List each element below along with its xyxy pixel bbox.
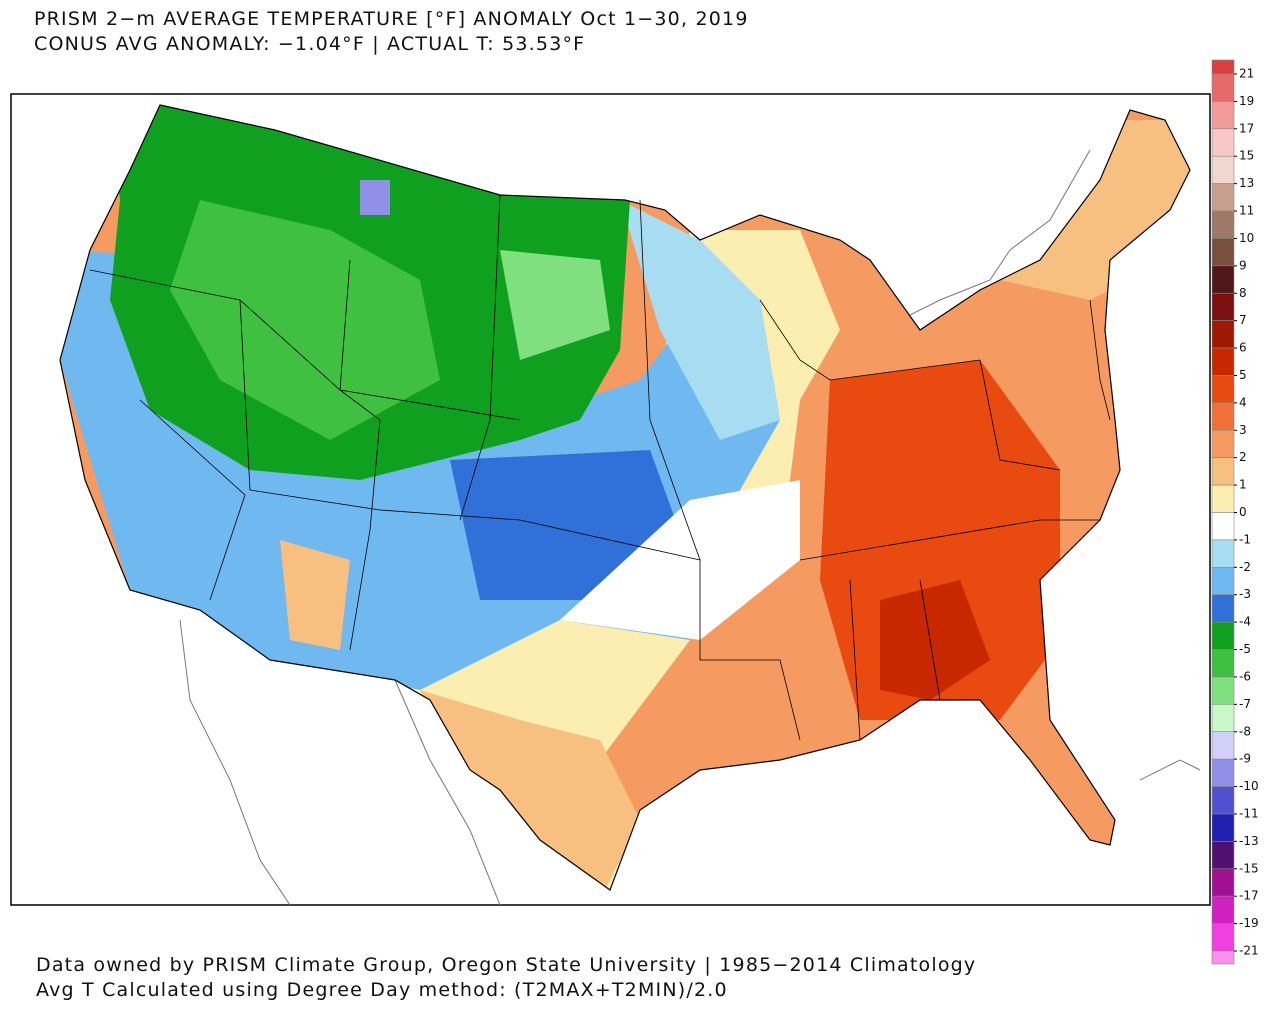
colorbar-box <box>1211 895 1235 924</box>
colorbar-label: 19 <box>1239 94 1254 108</box>
colorbar-box <box>1211 73 1235 102</box>
colorbar-box <box>1211 731 1235 760</box>
colorbar-box <box>1211 539 1235 568</box>
colorbar-box <box>1211 786 1235 815</box>
colorbar-label: -19 <box>1239 916 1259 930</box>
subtitle: CONUS AVG ANOMALY: −1.04°F | ACTUAL T: 5… <box>34 33 585 55</box>
colorbar-label: 1 <box>1239 478 1247 492</box>
colorbar-label: 0 <box>1239 505 1247 519</box>
colorbar-box <box>1211 101 1235 130</box>
colorbar-label: -8 <box>1239 724 1251 738</box>
colorbar-box <box>1211 183 1235 212</box>
colorbar-box <box>1211 210 1235 239</box>
colorbar-label: -7 <box>1239 697 1251 711</box>
colorbar-label: -21 <box>1239 944 1259 958</box>
colorbar-label: 15 <box>1239 149 1254 163</box>
colorbar-label: 3 <box>1239 423 1247 437</box>
colorbar-box <box>1211 704 1235 733</box>
colorbar-box <box>1211 128 1235 157</box>
colorbar-box <box>1211 567 1235 596</box>
colorbar-label: -5 <box>1239 642 1251 656</box>
colorbar-label: -9 <box>1239 752 1251 766</box>
colorbar-box <box>1211 923 1235 952</box>
colorbar-box <box>1211 512 1235 541</box>
colorbar-box <box>1211 238 1235 267</box>
neighbor-outlines <box>179 149 1201 906</box>
colorbar-box <box>1211 758 1235 787</box>
colorbar-box <box>1211 59 1235 75</box>
footer-line: Data owned by PRISM Climate Group, Orego… <box>36 954 976 976</box>
colorbar-label: -10 <box>1239 779 1259 793</box>
map <box>10 93 1211 906</box>
colorbar-label: 21 <box>1239 67 1254 81</box>
colorbar-box <box>1211 457 1235 486</box>
colorbar-label: -2 <box>1239 560 1251 574</box>
colorbar-box <box>1211 813 1235 842</box>
colorbar-label: -15 <box>1239 861 1259 875</box>
colorbar-label: 7 <box>1239 313 1247 327</box>
title: PRISM 2−m AVERAGE TEMPERATURE [°F] ANOMA… <box>34 8 749 30</box>
colorbar-label: 2 <box>1239 450 1247 464</box>
colorbar-label: 11 <box>1239 204 1254 218</box>
colorbar-box <box>1211 320 1235 349</box>
colorbar-box <box>1211 402 1235 431</box>
colorbar-box <box>1211 347 1235 376</box>
colorbar-box <box>1211 292 1235 321</box>
colorbar-label: 9 <box>1239 258 1247 272</box>
colorbar-label: 10 <box>1239 231 1254 245</box>
colorbar-label: -17 <box>1239 889 1259 903</box>
colorbar-box <box>1211 649 1235 678</box>
colorbar-label: -1 <box>1239 532 1251 546</box>
colorbar-box <box>1211 594 1235 623</box>
colorbar-label: 17 <box>1239 121 1254 135</box>
colorbar-label: -4 <box>1239 615 1251 629</box>
colorbar-box <box>1211 484 1235 513</box>
colorbar-box <box>1211 265 1235 294</box>
colorbar-label: -6 <box>1239 669 1251 683</box>
colorbar-label: 13 <box>1239 176 1254 190</box>
colorbar-box <box>1211 155 1235 184</box>
colorbar-box <box>1211 375 1235 404</box>
colorbar-label: -11 <box>1239 806 1259 820</box>
footer-line: Avg T Calculated using Degree Day method… <box>36 979 728 1001</box>
colorbar-box <box>1211 868 1235 897</box>
colorbar-box <box>1211 429 1235 458</box>
colorbar-box <box>1211 950 1235 965</box>
colorbar-box <box>1211 621 1235 650</box>
colorbar-label: 5 <box>1239 368 1247 382</box>
colorbar-label: 8 <box>1239 286 1247 300</box>
state-borders <box>89 194 1111 741</box>
colorbar-box <box>1211 676 1235 705</box>
colorbar-box <box>1211 841 1235 870</box>
colorbar-label: 6 <box>1239 341 1247 355</box>
colorbar-label: -3 <box>1239 587 1251 601</box>
colorbar-label: -13 <box>1239 834 1259 848</box>
colorbar-label: 4 <box>1239 395 1247 409</box>
colorbar: 211917151311109876543210-1-2-3-4-5-6-7-8… <box>1211 59 1259 965</box>
